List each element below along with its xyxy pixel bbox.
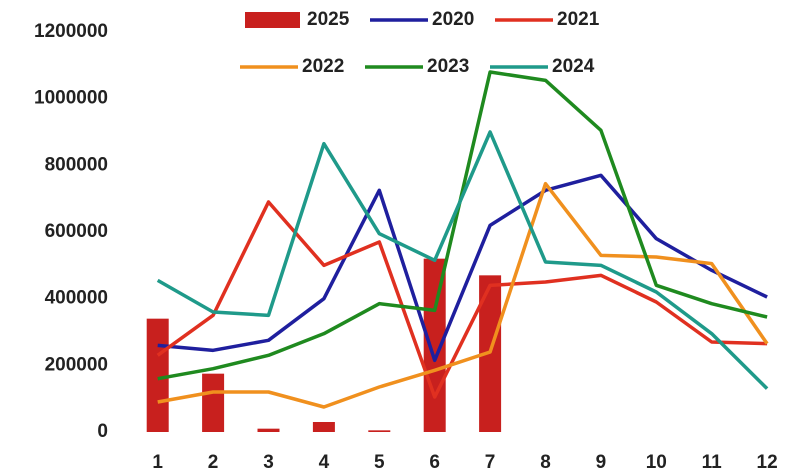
- legend-label: 2023: [427, 56, 469, 77]
- y-tick-label: 1200000: [34, 21, 108, 42]
- bar: [257, 428, 280, 432]
- legend-label: 2025: [307, 9, 350, 30]
- x-tick-label: 8: [540, 452, 551, 473]
- line: [157, 70, 768, 381]
- y-tick-label: 800000: [45, 154, 108, 175]
- y-tick-label: 600000: [45, 221, 108, 242]
- y-tick-label: 200000: [45, 354, 108, 375]
- bar: [202, 373, 225, 432]
- legend-label: 2021: [557, 9, 600, 30]
- y-tick-label: 400000: [45, 288, 108, 309]
- line: [157, 173, 768, 363]
- bar: [146, 318, 169, 432]
- y-tick-label: 1000000: [34, 88, 108, 109]
- bar: [312, 422, 335, 432]
- x-tick-label: 5: [374, 452, 385, 473]
- x-tick-label: 1: [152, 452, 163, 473]
- legend-label: 2024: [552, 56, 595, 77]
- line: [157, 181, 769, 409]
- x-tick-label: 7: [485, 452, 496, 473]
- legend-label: 2022: [302, 56, 344, 77]
- x-tick-label: 3: [263, 452, 274, 473]
- x-tick-label: 6: [429, 452, 440, 473]
- x-tick-label: 12: [757, 452, 778, 473]
- x-tick-label: 4: [319, 452, 330, 473]
- x-tick-label: 10: [646, 452, 667, 473]
- legend-label: 2020: [432, 9, 474, 30]
- legend-swatch: [245, 12, 300, 28]
- line: [156, 130, 769, 390]
- y-tick-label: 0: [97, 421, 108, 442]
- bar: [368, 430, 391, 432]
- x-tick-label: 2: [208, 452, 219, 473]
- x-tick-label: 11: [702, 452, 723, 473]
- x-tick-label: 9: [596, 452, 607, 473]
- line: [156, 200, 768, 399]
